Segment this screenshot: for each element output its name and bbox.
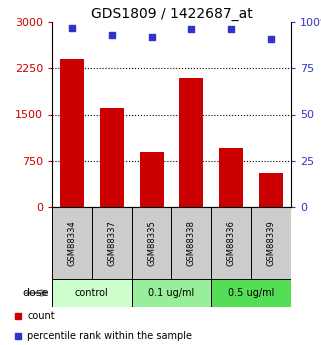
Text: GSM88338: GSM88338 <box>187 220 196 266</box>
Bar <box>100 108 124 207</box>
Bar <box>132 279 211 307</box>
Point <box>229 27 234 32</box>
Bar <box>219 148 243 207</box>
Text: count: count <box>27 310 55 321</box>
Point <box>268 36 273 41</box>
Point <box>69 25 74 30</box>
Bar <box>211 207 251 279</box>
Bar <box>52 207 92 279</box>
Point <box>149 34 154 40</box>
Text: 0.1 ug/ml: 0.1 ug/ml <box>148 288 195 298</box>
Bar <box>251 207 291 279</box>
Point <box>189 27 194 32</box>
Text: 0.5 ug/ml: 0.5 ug/ml <box>228 288 274 298</box>
Text: GSM88334: GSM88334 <box>67 220 76 266</box>
Text: GSM88336: GSM88336 <box>227 220 236 266</box>
Text: dose: dose <box>22 288 49 298</box>
Bar <box>52 279 132 307</box>
Bar <box>132 207 171 279</box>
Text: percentile rank within the sample: percentile rank within the sample <box>27 332 192 342</box>
Text: GSM88335: GSM88335 <box>147 220 156 266</box>
Bar <box>259 173 283 207</box>
Bar <box>211 279 291 307</box>
Bar <box>179 78 204 207</box>
Bar <box>60 59 84 207</box>
Text: GSM88337: GSM88337 <box>107 220 116 266</box>
Text: GSM88339: GSM88339 <box>266 220 276 266</box>
Bar <box>92 207 132 279</box>
Bar <box>140 151 163 207</box>
Point <box>109 32 114 38</box>
Bar <box>171 207 211 279</box>
Title: GDS1809 / 1422687_at: GDS1809 / 1422687_at <box>91 7 252 21</box>
Text: control: control <box>75 288 109 298</box>
